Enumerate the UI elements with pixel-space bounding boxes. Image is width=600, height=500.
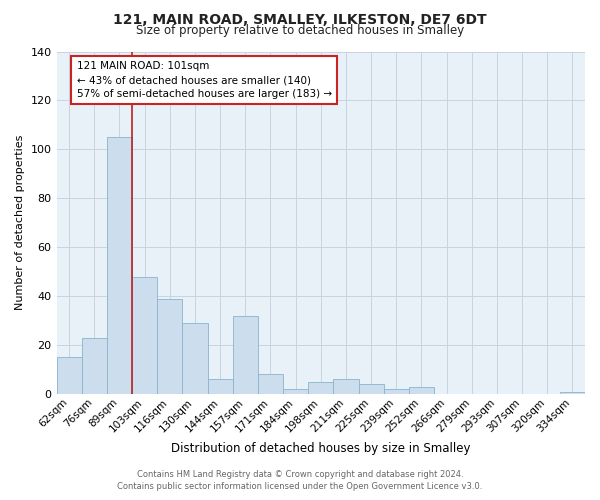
X-axis label: Distribution of detached houses by size in Smalley: Distribution of detached houses by size … [171,442,470,455]
Y-axis label: Number of detached properties: Number of detached properties [15,135,25,310]
Text: 121, MAIN ROAD, SMALLEY, ILKESTON, DE7 6DT: 121, MAIN ROAD, SMALLEY, ILKESTON, DE7 6… [113,12,487,26]
Bar [56,358,82,394]
Bar [283,389,308,394]
Bar [107,137,132,394]
Bar [359,384,383,394]
Bar [308,382,334,394]
Bar [258,374,283,394]
Bar [182,323,208,394]
Bar [560,392,585,394]
Bar [383,389,409,394]
Bar [208,380,233,394]
Bar [132,276,157,394]
Text: Size of property relative to detached houses in Smalley: Size of property relative to detached ho… [136,24,464,37]
Bar [409,386,434,394]
Text: 121 MAIN ROAD: 101sqm
← 43% of detached houses are smaller (140)
57% of semi-det: 121 MAIN ROAD: 101sqm ← 43% of detached … [77,62,332,100]
Text: Contains HM Land Registry data © Crown copyright and database right 2024.
Contai: Contains HM Land Registry data © Crown c… [118,470,482,491]
Bar [334,380,359,394]
Bar [233,316,258,394]
Bar [157,298,182,394]
Bar [82,338,107,394]
